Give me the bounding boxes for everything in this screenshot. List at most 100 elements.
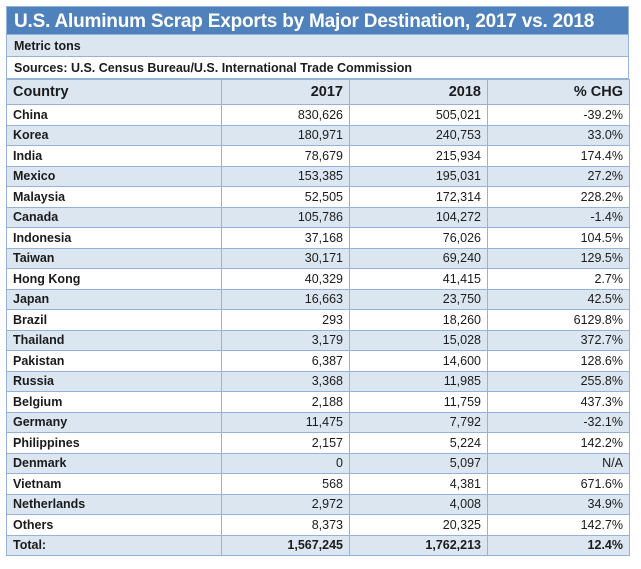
table-row: Thailand 3,179 15,028 372.7% bbox=[6, 329, 630, 351]
value-2018-cell: 172,314 bbox=[349, 186, 488, 208]
value-2018-cell: 15,028 bbox=[349, 329, 488, 351]
value-2018-cell: 240,753 bbox=[349, 124, 488, 146]
table-row: Pakistan 6,387 14,600 128.6% bbox=[6, 350, 630, 372]
country-cell: Taiwan bbox=[6, 247, 222, 269]
pct-change-cell: -32.1% bbox=[487, 411, 630, 433]
pct-change-cell: -1.4% bbox=[487, 206, 630, 228]
value-2017-cell: 6,387 bbox=[221, 350, 350, 372]
pct-change-cell: 129.5% bbox=[487, 247, 630, 269]
country-cell: Pakistan bbox=[6, 350, 222, 372]
table-row: Mexico 153,385 195,031 27.2% bbox=[6, 165, 630, 187]
table-row: Vietnam 568 4,381 671.6% bbox=[6, 473, 630, 495]
value-2017-cell: 78,679 bbox=[221, 145, 350, 167]
value-2017-cell: 11,475 bbox=[221, 411, 350, 433]
country-cell: Russia bbox=[6, 370, 222, 392]
table-row: Netherlands 2,972 4,008 34.9% bbox=[6, 493, 630, 515]
value-2017-cell: 52,505 bbox=[221, 186, 350, 208]
country-cell: Thailand bbox=[6, 329, 222, 351]
pct-change-cell: 104.5% bbox=[487, 227, 630, 249]
country-cell: Others bbox=[6, 514, 222, 536]
value-2017-cell: 16,663 bbox=[221, 288, 350, 310]
value-2017-cell: 105,786 bbox=[221, 206, 350, 228]
pct-change-cell: 27.2% bbox=[487, 165, 630, 187]
pct-change-cell: 437.3% bbox=[487, 391, 630, 413]
column-header-pct-change: % CHG bbox=[487, 79, 630, 105]
value-2017-cell: 830,626 bbox=[221, 104, 350, 126]
value-2017-cell: 153,385 bbox=[221, 165, 350, 187]
pct-change-cell: 372.7% bbox=[487, 329, 630, 351]
pct-change-cell: -39.2% bbox=[487, 104, 630, 126]
value-2017-cell: 293 bbox=[221, 309, 350, 331]
value-2018-cell: 195,031 bbox=[349, 165, 488, 187]
value-2018-cell: 215,934 bbox=[349, 145, 488, 167]
value-2017-cell: 3,179 bbox=[221, 329, 350, 351]
column-header-country: Country bbox=[6, 79, 222, 105]
exports-table: Country 2017 2018 % CHG China 830,626 505,… bbox=[6, 79, 630, 556]
value-2018-cell: 20,325 bbox=[349, 514, 488, 536]
table-row: Korea 180,971 240,753 33.0% bbox=[6, 124, 630, 146]
country-cell: Vietnam bbox=[6, 473, 222, 495]
sources-label: Sources: U.S. Census Bureau/U.S. Interna… bbox=[6, 57, 629, 79]
country-cell: Indonesia bbox=[6, 227, 222, 249]
country-cell: Mexico bbox=[6, 165, 222, 187]
pct-change-cell: 42.5% bbox=[487, 288, 630, 310]
table-row: India 78,679 215,934 174.4% bbox=[6, 145, 630, 167]
value-2018-cell: 4,008 bbox=[349, 493, 488, 515]
pct-change-cell: N/A bbox=[487, 452, 630, 474]
table-row: Japan 16,663 23,750 42.5% bbox=[6, 288, 630, 310]
country-cell: Germany bbox=[6, 411, 222, 433]
pct-change-cell: 228.2% bbox=[487, 186, 630, 208]
value-2018-cell: 505,021 bbox=[349, 104, 488, 126]
header-row: Country 2017 2018 % CHG bbox=[6, 79, 630, 105]
pct-change-cell: 142.7% bbox=[487, 514, 630, 536]
pct-change-cell: 2.7% bbox=[487, 268, 630, 290]
country-cell: Korea bbox=[6, 124, 222, 146]
pct-change-cell: 34.9% bbox=[487, 493, 630, 515]
value-2017-cell: 3,368 bbox=[221, 370, 350, 392]
pct-change-cell: 174.4% bbox=[487, 145, 630, 167]
value-2017-cell: 8,373 bbox=[221, 514, 350, 536]
value-2017-cell: 568 bbox=[221, 473, 350, 495]
pct-change-cell: 12.4% bbox=[487, 534, 630, 556]
total-row: Total: 1,567,245 1,762,213 12.4% bbox=[6, 534, 630, 556]
pct-change-cell: 6129.8% bbox=[487, 309, 630, 331]
value-2018-cell: 1,762,213 bbox=[349, 534, 488, 556]
table-row: Hong Kong 40,329 41,415 2.7% bbox=[6, 268, 630, 290]
table-row: Brazil 293 18,260 6129.8% bbox=[6, 309, 630, 331]
country-cell: China bbox=[6, 104, 222, 126]
value-2018-cell: 104,272 bbox=[349, 206, 488, 228]
value-2018-cell: 41,415 bbox=[349, 268, 488, 290]
pct-change-cell: 255.8% bbox=[487, 370, 630, 392]
value-2017-cell: 0 bbox=[221, 452, 350, 474]
value-2018-cell: 18,260 bbox=[349, 309, 488, 331]
value-2017-cell: 30,171 bbox=[221, 247, 350, 269]
table-row: Malaysia 52,505 172,314 228.2% bbox=[6, 186, 630, 208]
value-2017-cell: 180,971 bbox=[221, 124, 350, 146]
column-header-2018: 2018 bbox=[349, 79, 488, 105]
table-row: Germany 11,475 7,792 -32.1% bbox=[6, 411, 630, 433]
country-cell: Netherlands bbox=[6, 493, 222, 515]
value-2018-cell: 76,026 bbox=[349, 227, 488, 249]
table-row: Indonesia 37,168 76,026 104.5% bbox=[6, 227, 630, 249]
table-row: Russia 3,368 11,985 255.8% bbox=[6, 370, 630, 392]
value-2018-cell: 5,224 bbox=[349, 432, 488, 454]
country-cell: Philippines bbox=[6, 432, 222, 454]
value-2018-cell: 11,759 bbox=[349, 391, 488, 413]
country-cell: Japan bbox=[6, 288, 222, 310]
value-2018-cell: 7,792 bbox=[349, 411, 488, 433]
units-label: Metric tons bbox=[6, 35, 629, 57]
table-row: China 830,626 505,021 -39.2% bbox=[6, 104, 630, 126]
country-cell: Brazil bbox=[6, 309, 222, 331]
country-cell: Belgium bbox=[6, 391, 222, 413]
value-2017-cell: 2,972 bbox=[221, 493, 350, 515]
value-2017-cell: 37,168 bbox=[221, 227, 350, 249]
value-2018-cell: 11,985 bbox=[349, 370, 488, 392]
table-row: Others 8,373 20,325 142.7% bbox=[6, 514, 630, 536]
table-row: Belgium 2,188 11,759 437.3% bbox=[6, 391, 630, 413]
pct-change-cell: 671.6% bbox=[487, 473, 630, 495]
country-cell: India bbox=[6, 145, 222, 167]
country-cell: Hong Kong bbox=[6, 268, 222, 290]
table-row: Denmark 0 5,097 N/A bbox=[6, 452, 630, 474]
country-cell: Total: bbox=[6, 534, 222, 556]
table-row: Taiwan 30,171 69,240 129.5% bbox=[6, 247, 630, 269]
